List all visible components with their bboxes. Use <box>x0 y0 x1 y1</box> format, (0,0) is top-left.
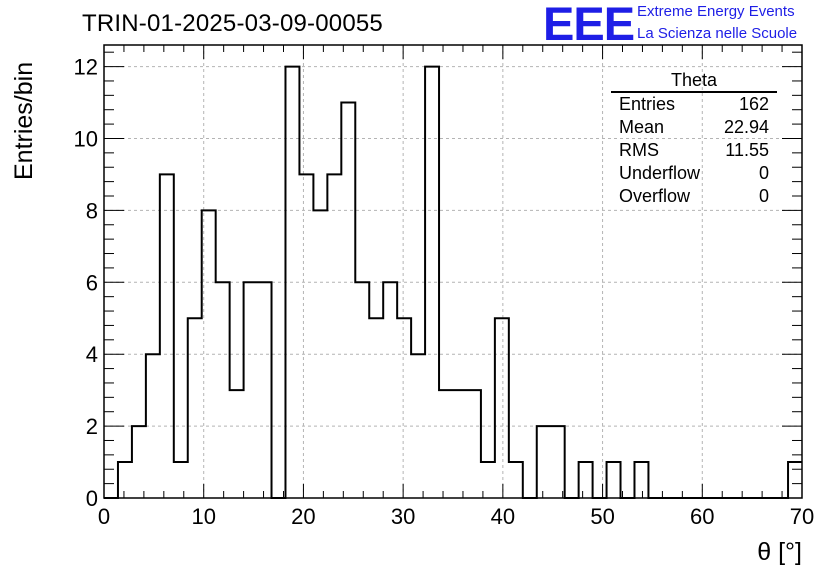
stats-row-underflow: Underflow 0 <box>611 162 777 185</box>
stats-row-rms: RMS 11.55 <box>611 139 777 162</box>
x-axis-title: θ [°] <box>757 538 802 566</box>
y-tick-label: 10 <box>74 126 98 151</box>
y-tick-labels: 0 2 4 6 8 10 12 <box>74 55 98 511</box>
y-axis-title: Entries/bin <box>10 62 38 180</box>
y-tick-label: 6 <box>86 270 98 295</box>
histogram-step-line <box>104 65 802 499</box>
x-tick-label: 0 <box>98 504 110 529</box>
stats-row-entries: Entries 162 <box>611 93 777 116</box>
stats-label: Overflow <box>619 186 691 206</box>
stats-value: 0 <box>758 163 769 183</box>
x-tick-labels: 0 10 20 30 40 50 60 70 <box>98 504 814 529</box>
x-tick-label: 40 <box>491 504 515 529</box>
plot-frame <box>103 44 803 499</box>
eee-logo: EEE <box>543 0 635 50</box>
stats-value: 162 <box>738 94 769 114</box>
x-tick-label: 10 <box>191 504 215 529</box>
y-tick-label: 8 <box>86 198 98 223</box>
stats-label: RMS <box>619 140 659 160</box>
stats-value: 11.55 <box>725 140 769 160</box>
stats-box: Theta Entries 162 Mean 22.94 RMS 11.55 U… <box>611 70 777 208</box>
x-tick-label: 30 <box>391 504 415 529</box>
stats-label: Mean <box>619 117 665 137</box>
run-title: TRIN-01-2025-03-09-00055 <box>82 10 383 37</box>
stats-value: 0 <box>758 186 769 206</box>
y-tick-label: 0 <box>86 486 98 511</box>
x-tick-label: 60 <box>690 504 714 529</box>
y-tick-label: 2 <box>86 414 98 439</box>
grid-lines <box>104 45 802 498</box>
stats-label: Entries <box>619 94 676 114</box>
logo-subtitle-1: Extreme Energy Events <box>637 3 795 20</box>
stats-label: Underflow <box>619 163 701 183</box>
logo-subtitle-2: La Scienza nelle Scuole <box>637 25 798 42</box>
stats-row-mean: Mean 22.94 <box>611 116 777 139</box>
x-tick-label: 50 <box>590 504 614 529</box>
y-tick-label: 4 <box>86 342 98 367</box>
x-tick-label: 70 <box>790 504 814 529</box>
y-tick-label: 12 <box>74 55 98 80</box>
x-tick-label: 20 <box>291 504 315 529</box>
stats-title: Theta <box>611 70 777 93</box>
stats-value: 22.94 <box>723 117 769 137</box>
stats-row-overflow: Overflow 0 <box>611 185 777 208</box>
